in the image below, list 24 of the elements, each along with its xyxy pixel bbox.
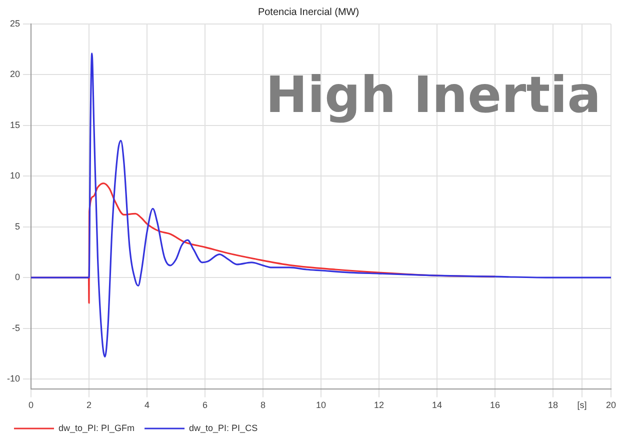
y-tick-label: -5 (12, 322, 20, 333)
x-tick-label: 10 (316, 400, 326, 410)
x-tick-label: 2 (86, 400, 92, 410)
x-tick-label: 16 (490, 400, 500, 410)
y-tick-label: 15 (10, 120, 20, 130)
y-tick-label: 0 (14, 272, 20, 282)
x-tick-label: [s] (577, 400, 587, 410)
x-tick-label: 14 (432, 400, 442, 410)
x-tick-label: 20 (606, 400, 616, 410)
annotation: High Inertia (266, 66, 601, 124)
y-tick-label: 5 (14, 221, 20, 232)
legend-label: dw_to_PI: PI_CS (189, 422, 258, 433)
chart-title: Potencia Inercial (MW) (258, 6, 360, 18)
x-tick-label: 12 (374, 400, 384, 410)
x-tick-label: 4 (144, 400, 150, 410)
x-tick-label: 0 (28, 400, 34, 410)
y-tick-label: 10 (10, 170, 20, 181)
x-tick-label: 6 (202, 400, 208, 410)
y-tick-label: 20 (10, 69, 20, 80)
legend-label: dw_to_PI: PI_GFm (58, 422, 135, 433)
y-tick-label: 25 (10, 18, 20, 28)
y-tick-label: -10 (6, 374, 20, 384)
x-tick-label: 18 (548, 400, 558, 410)
x-tick-label: 8 (260, 400, 266, 410)
